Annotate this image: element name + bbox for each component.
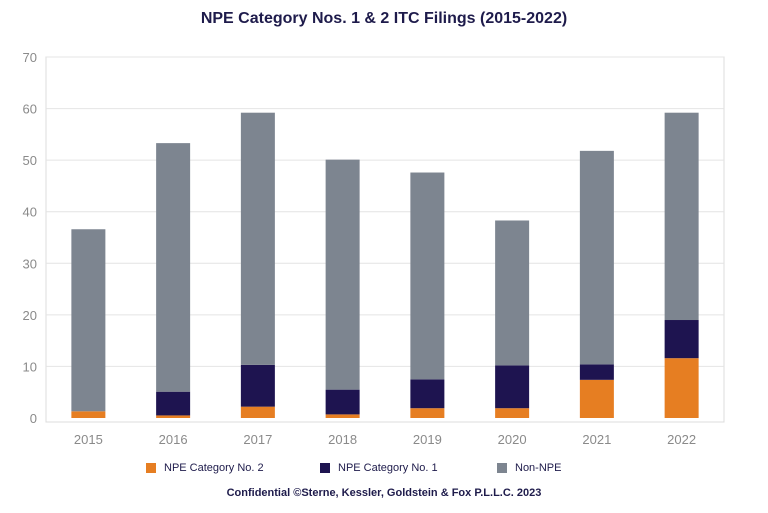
x-tick-label: 2022 <box>667 432 696 447</box>
x-tick-label: 2018 <box>328 432 357 447</box>
bar-2018-series-0 <box>325 414 360 418</box>
y-tick-label: 30 <box>23 256 37 271</box>
bar-2021-series-0 <box>579 379 614 418</box>
legend-item-non-npe: Non-NPE <box>497 462 561 474</box>
bar-2015-series-2 <box>71 229 106 412</box>
bar-2018-series-1 <box>325 389 360 415</box>
bar-2019-series-1 <box>410 379 445 409</box>
legend-swatch-npe-category-1 <box>320 463 330 473</box>
legend-swatch-non-npe <box>497 463 507 473</box>
bar-2017-series-2 <box>240 112 275 365</box>
bar-2018-series-2 <box>325 159 360 390</box>
y-tick-label: 60 <box>23 102 37 117</box>
bar-2016-series-0 <box>156 415 191 418</box>
x-tick-label: 2020 <box>498 432 527 447</box>
bar-2020-series-0 <box>495 408 530 418</box>
x-tick-label: 2016 <box>159 432 188 447</box>
x-tick-label: 2019 <box>413 432 442 447</box>
gridlines <box>46 56 724 367</box>
x-tick-label: 2015 <box>74 432 103 447</box>
y-tick-label: 10 <box>23 359 37 374</box>
bar-2022-series-2 <box>664 112 699 321</box>
bar-2019-series-0 <box>410 408 445 418</box>
y-tick-label: 0 <box>30 411 37 426</box>
legend-item-npe-category-1: NPE Category No. 1 <box>320 462 438 474</box>
x-axis-ticks: 2015 2016 2017 2018 2019 2020 2021 2022 <box>74 432 696 447</box>
bars <box>71 112 699 418</box>
y-tick-label: 70 <box>23 50 37 65</box>
bar-2021-series-2 <box>579 150 614 365</box>
x-tick-label: 2021 <box>582 432 611 447</box>
y-tick-label: 20 <box>23 308 37 323</box>
bar-2022-series-1 <box>664 320 699 359</box>
y-axis-ticks: 0 10 20 30 40 50 60 70 <box>23 50 37 426</box>
footer-copyright: Confidential ©Sterne, Kessler, Goldstein… <box>226 487 542 499</box>
bar-2020-series-2 <box>495 220 530 366</box>
y-tick-label: 50 <box>23 153 37 168</box>
bar-2021-series-1 <box>579 364 614 380</box>
chart-title: NPE Category Nos. 1 & 2 ITC Filings (201… <box>200 10 568 27</box>
legend-item-npe-category-2: NPE Category No. 2 <box>146 462 264 474</box>
legend: NPE Category No. 2 NPE Category No. 1 No… <box>0 462 768 478</box>
bar-2019-series-2 <box>410 172 445 380</box>
y-tick-label: 40 <box>23 205 37 220</box>
bar-2015-series-0 <box>71 411 106 418</box>
bar-2016-series-2 <box>156 143 191 392</box>
legend-label-non-npe: Non-NPE <box>515 462 562 474</box>
x-tick-label: 2017 <box>243 432 272 447</box>
legend-label-npe-category-1: NPE Category No. 1 <box>338 462 438 474</box>
bar-2017-series-1 <box>240 364 275 407</box>
bar-2022-series-0 <box>664 358 699 418</box>
bar-2020-series-1 <box>495 365 530 409</box>
bar-2016-series-1 <box>156 391 191 416</box>
legend-label-npe-category-2: NPE Category No. 2 <box>164 462 264 474</box>
bar-2017-series-0 <box>240 406 275 418</box>
legend-swatch-npe-category-2 <box>146 463 156 473</box>
plot-frame <box>45 56 725 423</box>
